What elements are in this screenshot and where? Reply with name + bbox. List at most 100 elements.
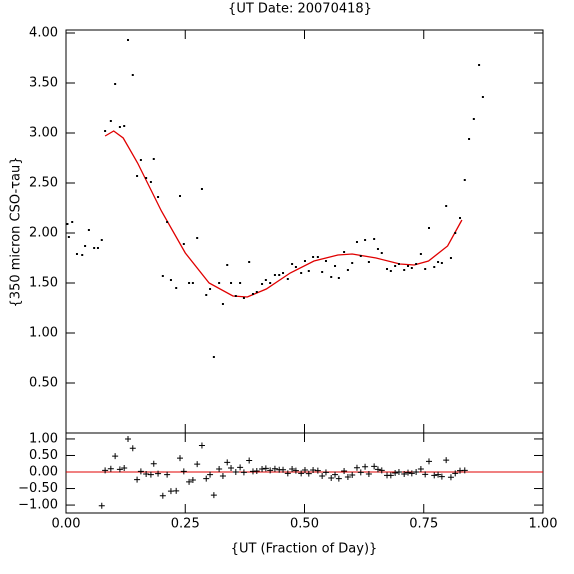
data-point <box>166 221 169 223</box>
data-point <box>410 267 413 269</box>
data-point <box>118 126 121 128</box>
data-point <box>364 239 367 241</box>
data-point <box>278 274 281 276</box>
y-tick-label: −0.50 <box>18 481 58 496</box>
residual-point <box>177 455 184 462</box>
y-tick-label: −1.00 <box>18 498 58 513</box>
data-point <box>324 260 327 262</box>
residual-point <box>452 470 459 477</box>
data-point <box>139 159 142 161</box>
data-point <box>389 270 392 272</box>
data-point <box>136 175 139 177</box>
residual-point <box>378 467 385 474</box>
residual-point <box>357 469 364 476</box>
data-point <box>282 272 285 274</box>
data-point <box>179 195 182 197</box>
data-point <box>157 196 160 198</box>
data-point <box>291 263 294 265</box>
data-point <box>481 96 484 98</box>
data-point <box>330 276 333 278</box>
data-point <box>415 263 418 265</box>
data-point <box>427 227 430 229</box>
residual-point <box>155 470 162 477</box>
residual-point <box>112 453 119 460</box>
residual-point <box>137 468 144 475</box>
residual-point <box>116 466 123 473</box>
residual-point <box>401 470 408 477</box>
data-point <box>273 274 276 276</box>
data-point <box>145 177 148 179</box>
data-point <box>226 264 229 266</box>
data-point <box>376 248 379 250</box>
y-tick-label: 4.00 <box>29 26 58 41</box>
residual-point <box>405 469 412 476</box>
residual-point <box>180 468 187 475</box>
data-point <box>123 125 126 127</box>
residual-point <box>447 474 454 481</box>
y-tick-label: 3.00 <box>29 126 58 141</box>
data-point <box>230 282 233 284</box>
data-point <box>169 279 172 281</box>
data-point <box>359 255 362 257</box>
residual-point <box>102 467 109 474</box>
residual-point <box>129 445 136 452</box>
data-point <box>239 282 242 284</box>
data-point <box>212 356 215 358</box>
data-point <box>468 138 471 140</box>
x-tick-label: 0.75 <box>409 517 438 532</box>
data-point <box>303 260 306 262</box>
data-point <box>182 243 185 245</box>
residual-point <box>322 469 329 476</box>
data-point <box>67 236 70 238</box>
residual-point <box>374 466 381 473</box>
residual-point <box>408 470 415 477</box>
residual-point <box>232 469 239 476</box>
residual-point <box>150 460 157 467</box>
residual-point <box>328 474 335 481</box>
data-point <box>419 253 422 255</box>
residual-point <box>335 475 342 482</box>
data-point <box>131 74 134 76</box>
data-point <box>109 120 112 122</box>
data-point <box>294 266 297 268</box>
data-point <box>386 268 389 270</box>
data-point <box>251 293 254 295</box>
residual-point <box>438 473 445 480</box>
y-tick-label: 0.00 <box>29 465 58 480</box>
residual-point <box>301 467 308 474</box>
residual-point <box>413 469 420 476</box>
data-point <box>234 295 237 297</box>
residual-point <box>387 472 394 479</box>
data-point <box>161 275 164 277</box>
residual-point <box>134 476 141 483</box>
data-point <box>242 297 245 299</box>
data-point <box>407 265 410 267</box>
data-point <box>100 239 103 241</box>
data-point <box>200 188 203 190</box>
residual-point <box>422 471 429 478</box>
residual-point <box>98 502 105 509</box>
x-tick-label: 1.00 <box>529 517 558 532</box>
residual-point <box>341 468 348 475</box>
data-point <box>316 256 319 258</box>
residual-point <box>319 472 326 479</box>
residual-point <box>292 467 299 474</box>
residual-point <box>298 470 305 477</box>
residual-point <box>198 442 205 449</box>
fit-line <box>104 130 463 298</box>
data-point <box>437 261 440 263</box>
data-point <box>209 288 212 290</box>
residual-point <box>267 467 274 474</box>
residual-point <box>194 461 201 468</box>
residual-point <box>240 469 247 476</box>
data-point <box>403 269 406 271</box>
residual-point <box>365 470 372 477</box>
data-point <box>66 223 69 225</box>
residual-point <box>164 471 171 478</box>
data-point <box>445 205 448 207</box>
data-point <box>71 221 74 223</box>
residual-point <box>219 472 226 479</box>
residual-point <box>210 492 217 499</box>
residual-point <box>395 469 402 476</box>
